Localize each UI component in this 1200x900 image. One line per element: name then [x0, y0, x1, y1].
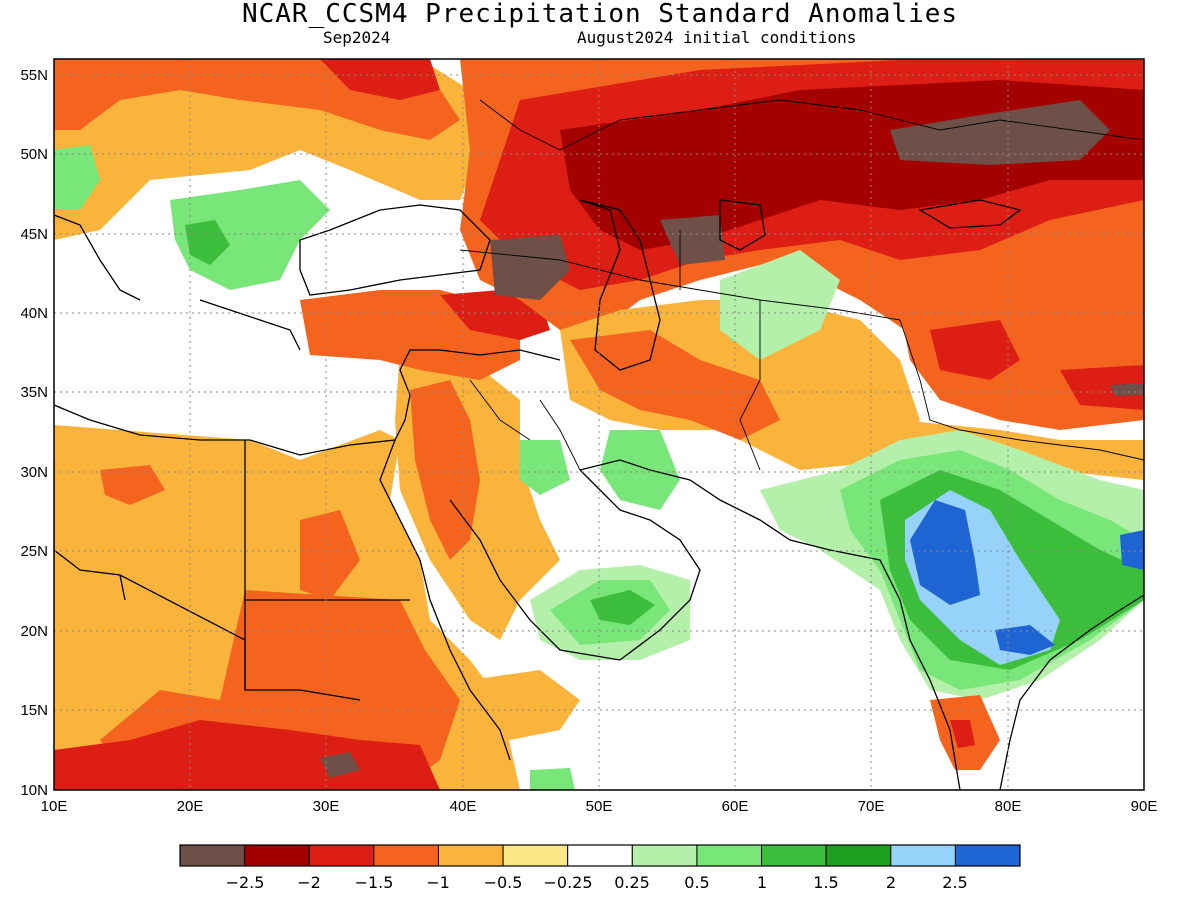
- anomaly-region-tibet-east: [1060, 365, 1144, 410]
- colorbar-label: −0.25: [543, 873, 592, 892]
- colorbar-label: −2.5: [226, 873, 265, 892]
- coastlines: [54, 199, 1144, 790]
- lon-tick-label: 40E: [450, 798, 477, 815]
- colorbar-label: −1: [426, 873, 450, 892]
- anomaly-region-iran-moderate: [570, 330, 780, 440]
- latitude-axis: 10N 15N 20N 25N 30N 35N 40N 45N 50N 55N: [20, 67, 48, 799]
- anomaly-region-anatolia-strong: [440, 290, 550, 340]
- colorbar-swatch: [308, 844, 375, 867]
- anomaly-region-iraq-wet: [520, 440, 570, 495]
- anomaly-region-alps-wet: [54, 145, 100, 210]
- anomaly-region-turkmenistan-wet: [720, 250, 840, 360]
- anomaly-region-tibet-strong: [930, 320, 1020, 380]
- anomaly-region-bengal-wettest: [1120, 530, 1144, 570]
- colorbar-labels: −2.5 −2 −1.5 −1 −0.5 −0.25 0.25 0.5 1 1.…: [226, 873, 968, 892]
- lat-tick-label: 25N: [20, 543, 48, 560]
- colorbar-swatch: [567, 844, 633, 867]
- valid-month-label: Sep2024: [323, 28, 391, 47]
- colorbar-label: 0.5: [684, 873, 709, 892]
- initial-conditions-label: August2024 initial conditions: [577, 28, 857, 47]
- colorbar-label: 2.5: [942, 873, 967, 892]
- lon-tick-label: 70E: [858, 798, 885, 815]
- graticule: [54, 59, 1144, 790]
- anomaly-region-europe-strong: [320, 59, 440, 100]
- anomaly-region-ethiopia-dry: [470, 670, 580, 740]
- colorbar-label: 1.5: [813, 873, 838, 892]
- lon-tick-label: 10E: [41, 798, 68, 815]
- colorbar-swatch: [631, 844, 698, 867]
- anomaly-region-sudan-extreme: [320, 752, 360, 778]
- anomaly-region-india-wettest-east: [995, 625, 1055, 655]
- lat-tick-label: 30N: [20, 464, 48, 481]
- country-borders: [459, 99, 1144, 471]
- colorbar-label: 1: [757, 873, 767, 892]
- colorbar-swatch: [954, 844, 1021, 867]
- lat-tick-label: 50N: [20, 146, 48, 163]
- anomaly-region-balkans-wetter: [185, 220, 230, 265]
- lon-tick-label: 50E: [586, 798, 613, 815]
- lon-tick-label: 80E: [995, 798, 1022, 815]
- colorbar-frame: [179, 844, 1021, 867]
- colorbar-label: −1.5: [355, 873, 394, 892]
- colorbar-swatch: [825, 844, 892, 867]
- anomaly-region-egypt-moderate: [300, 510, 360, 600]
- lat-tick-label: 55N: [20, 67, 48, 84]
- lat-tick-label: 45N: [20, 226, 48, 243]
- colorbar-swatches: [179, 844, 1021, 867]
- anomaly-region-gulf-wet: [600, 430, 680, 510]
- colorbar-label: −0.5: [484, 873, 523, 892]
- lat-tick-label: 20N: [20, 623, 48, 640]
- longitude-axis: 10E 20E 30E 40E 50E 60E 70E 80E 90E: [41, 798, 1158, 815]
- anomaly-region-caucasus-brown: [490, 235, 570, 300]
- map-title: NCAR_CCSM4 Precipitation Standard Anomal…: [241, 0, 959, 29]
- anomaly-region-mongolia-brown: [890, 100, 1110, 165]
- colorbar-swatch: [244, 844, 310, 867]
- lat-tick-label: 10N: [20, 782, 48, 799]
- colorbar-swatch: [437, 844, 504, 867]
- lat-tick-label: 35N: [20, 384, 48, 401]
- lon-tick-label: 60E: [722, 798, 749, 815]
- anomaly-region-india-wettest: [910, 500, 980, 605]
- anomaly-region-oman-wettest: [590, 590, 655, 625]
- anomaly-region-caspian-brown: [660, 215, 725, 265]
- colorbar-swatch: [373, 844, 439, 867]
- colorbar-swatch: [761, 844, 827, 867]
- anomaly-region-somalia-wet: [530, 768, 575, 790]
- colorbar-swatch: [179, 844, 246, 867]
- lat-tick-label: 40N: [20, 305, 48, 322]
- lon-tick-label: 30E: [313, 798, 340, 815]
- anomaly-region-south-india-strong: [950, 720, 975, 748]
- colorbar-swatch: [502, 844, 569, 867]
- colorbar-label: −2: [297, 873, 321, 892]
- colorbar-label: 2: [886, 873, 896, 892]
- anomaly-region-tibet-brown: [1110, 383, 1144, 396]
- lon-tick-label: 20E: [177, 798, 204, 815]
- colorbar-swatch: [696, 844, 763, 867]
- plot-frame: [53, 58, 1145, 791]
- colorbar-swatch: [890, 844, 956, 867]
- colorbar-label: 0.25: [614, 873, 650, 892]
- anomaly-region-libya-moderate: [100, 465, 165, 505]
- lat-tick-label: 15N: [20, 702, 48, 719]
- lon-tick-label: 90E: [1131, 798, 1158, 815]
